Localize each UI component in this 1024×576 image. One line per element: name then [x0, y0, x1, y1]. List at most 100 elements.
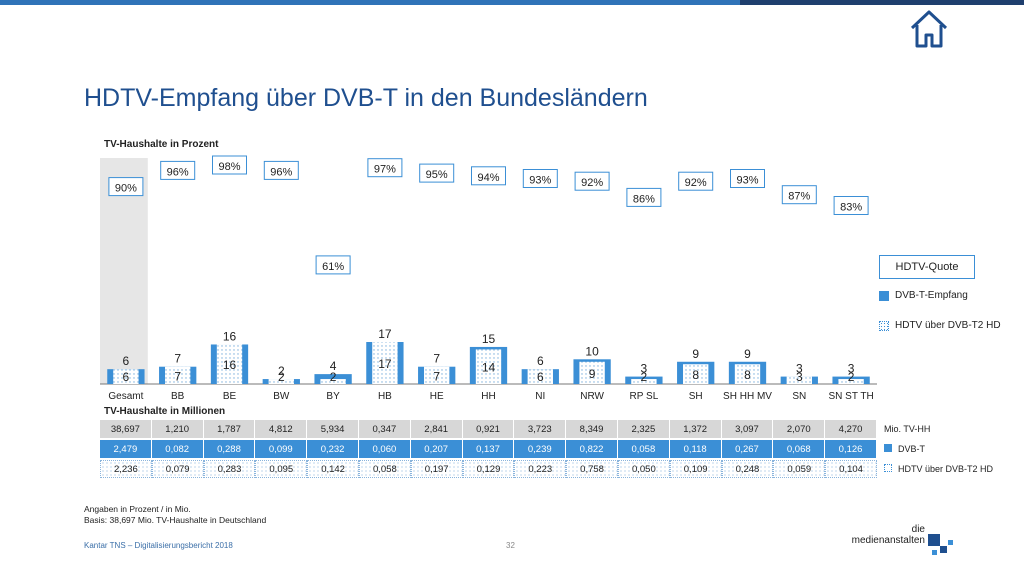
quote-label: 96% — [270, 166, 292, 178]
table-cell: 0,059 — [773, 460, 826, 478]
data-label-hdtv: 6 — [537, 370, 544, 384]
bar-hdtv — [268, 379, 294, 384]
bar-hdtv — [424, 366, 450, 384]
bar-hdtv — [683, 364, 709, 384]
bar-hdtv — [579, 361, 605, 384]
data-label-dvbt: 3 — [848, 362, 855, 376]
bar-hdtv — [216, 344, 243, 384]
quote-label: 95% — [426, 169, 448, 181]
legend-quote: HDTV-Quote — [879, 255, 975, 279]
table-cell: 0,095 — [255, 460, 308, 478]
table-cell: 0,058 — [617, 440, 670, 458]
bar-hdtv — [527, 369, 553, 384]
table-row-label: Mio. TV-HH — [884, 424, 930, 434]
table-cell: 0,079 — [151, 460, 204, 478]
table-row-label-text: DVB-T — [898, 444, 925, 454]
data-label-hdtv: 2 — [330, 370, 337, 384]
row-swatch — [884, 444, 892, 452]
quote-box — [730, 169, 765, 188]
data-label-hdtv: 7 — [433, 369, 440, 383]
bar-hdtv — [320, 379, 346, 384]
footer-source: Kantar TNS – Digitalisierungsbericht 201… — [84, 541, 233, 550]
quote-label: 97% — [374, 164, 396, 176]
data-label-dvbt: 9 — [744, 347, 751, 361]
quote-label: 93% — [736, 175, 758, 187]
quote-label: 94% — [477, 172, 499, 184]
bar-hdtv — [475, 349, 502, 384]
table-row-label-text: HDTV über DVB-T2 HD — [898, 464, 994, 474]
data-label-hdtv: 9 — [589, 367, 596, 381]
data-label-dvbt: 2 — [278, 364, 285, 378]
quote-box — [678, 171, 714, 191]
table-row: 2,479 0,082 0,288 0,099 0,232 0,060 0,207 0,137… — [100, 440, 877, 458]
chart-y-label: TV-Haushalte in Prozent — [104, 139, 219, 150]
top-accent-bar — [0, 0, 740, 5]
data-label-dvbt: 6 — [123, 354, 130, 368]
quote-box — [263, 160, 299, 180]
table-cell: 1,787 — [203, 420, 256, 438]
table-cell: 0,232 — [307, 440, 359, 458]
data-label-dvbt: 6 — [537, 354, 544, 368]
table-cell: 0,283 — [203, 460, 256, 478]
quote-label: 92% — [685, 177, 707, 189]
quote-label: 93% — [529, 175, 551, 187]
row-swatch — [884, 464, 892, 472]
data-label-dvbt: 16 — [223, 329, 237, 343]
table-cell: 0,921 — [462, 420, 515, 438]
category-label: BY — [326, 391, 340, 402]
data-label-dvbt: 3 — [641, 362, 648, 376]
table-cell: 0,197 — [410, 460, 463, 478]
data-label-dvbt: 4 — [330, 359, 337, 373]
table-row-label: HDTV über DVB-T2 HD — [884, 464, 993, 474]
table-cell: 0,050 — [617, 460, 670, 478]
data-label-dvbt: 17 — [378, 327, 392, 341]
note-units: Angaben in Prozent / in Mio. — [84, 504, 191, 514]
table-cell: 2,479 — [100, 440, 152, 458]
table-cell: 0,104 — [825, 460, 877, 478]
table-cell: 0,822 — [566, 440, 618, 458]
data-label-hdtv: 2 — [848, 370, 855, 384]
quote-label: 83% — [840, 202, 862, 214]
data-label-hdtv: 17 — [378, 357, 392, 371]
data-label-hdtv: 16 — [223, 358, 237, 372]
data-label-dvbt: 9 — [692, 347, 699, 361]
table-cell: 2,841 — [410, 420, 463, 438]
data-label-hdtv: 6 — [123, 370, 130, 384]
quote-box — [471, 166, 506, 186]
data-label-hdtv: 7 — [174, 369, 181, 383]
legend-dvbt: DVB-T-Empfang — [879, 290, 968, 301]
quote-label: 61% — [322, 261, 344, 273]
logo-line1: die — [911, 524, 925, 535]
data-label-hdtv: 8 — [744, 368, 751, 382]
quote-label: 86% — [633, 193, 655, 205]
quote-label: 87% — [788, 191, 810, 203]
quote-box — [419, 163, 455, 183]
data-label-hdtv: 14 — [482, 361, 496, 375]
category-label: SN ST TH — [828, 391, 873, 402]
category-label: NI — [535, 391, 545, 402]
data-label-dvbt: 7 — [433, 352, 440, 366]
category-label: RP SL — [630, 391, 659, 402]
table-cell: 0,058 — [358, 460, 411, 478]
bar-hdtv — [786, 376, 812, 384]
table-cell: 3,723 — [514, 420, 567, 438]
home-icon[interactable] — [906, 6, 952, 50]
category-label: HH — [481, 391, 495, 402]
logo-text: die medienanstalten — [845, 524, 925, 546]
table-cell: 0,248 — [721, 460, 774, 478]
quote-box — [315, 255, 351, 275]
category-label: BB — [171, 391, 185, 402]
table-cell: 0,347 — [358, 420, 411, 438]
quote-label: 96% — [167, 166, 189, 178]
quote-box — [212, 155, 247, 175]
category-label: SH — [689, 391, 703, 402]
category-label: NRW — [580, 391, 604, 402]
table-subtitle: TV-Haushalte in Millionen — [104, 406, 226, 417]
quote-box — [574, 171, 610, 191]
quote-box — [367, 158, 403, 178]
data-label-hdtv: 8 — [692, 368, 699, 382]
table-row-label: DVB-T — [884, 444, 925, 454]
table-cell: 0,118 — [669, 440, 722, 458]
table-cell: 0,109 — [669, 460, 722, 478]
category-label: HE — [430, 391, 444, 402]
